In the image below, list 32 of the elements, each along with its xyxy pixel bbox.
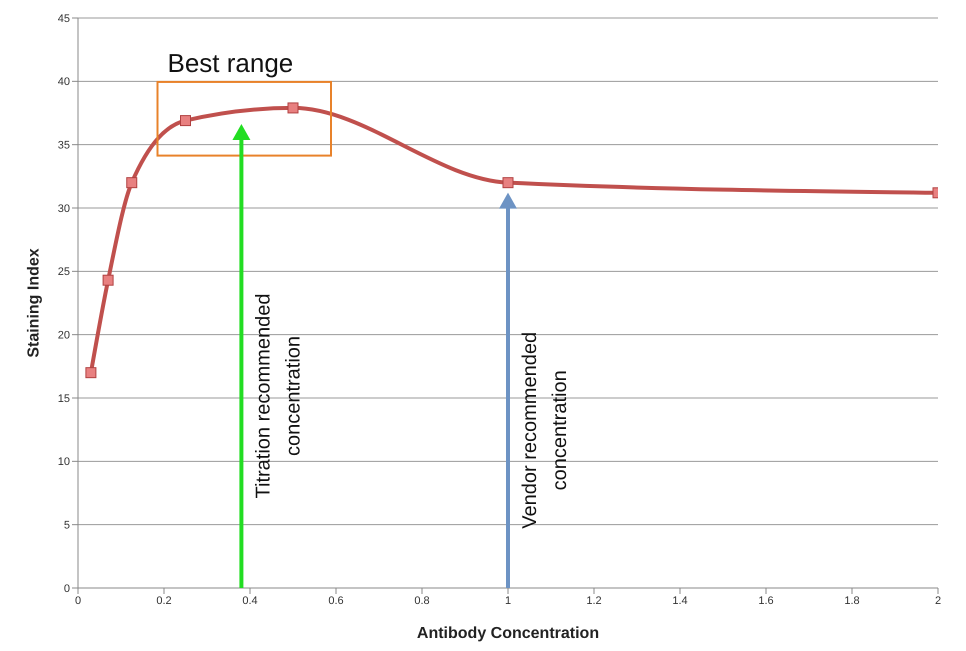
- point: [126, 177, 138, 188]
- y-tick-label: 35: [58, 140, 70, 152]
- x-tick-label: 1: [504, 594, 512, 607]
- point: [102, 274, 114, 286]
- point: [288, 102, 298, 114]
- ref-line-label: Titration recommended concentration: [252, 294, 304, 498]
- x-tick-label: 0.6: [328, 594, 344, 607]
- x-tick-label: 1.4: [672, 594, 688, 607]
- x-axis-title: Antibody Concentration: [416, 625, 600, 642]
- x-tick-label: 0.8: [414, 594, 430, 607]
- y-axis-title: Staining Index: [26, 248, 43, 358]
- x-tick-label: 2: [934, 594, 942, 607]
- y-tick-label: 20: [58, 330, 70, 342]
- y-tick-label: 10: [58, 456, 70, 468]
- point: [180, 115, 191, 126]
- point: [85, 367, 96, 378]
- x-tick-label: 0.4: [242, 594, 258, 607]
- x-tick-label: 1.2: [586, 594, 602, 607]
- x-tick-label: 0.2: [156, 594, 172, 607]
- annotation: Best range: [168, 48, 294, 78]
- y-tick-label: 0: [64, 582, 70, 595]
- y-tick-label: 25: [58, 266, 70, 278]
- y-tick-label: 15: [58, 392, 70, 405]
- y-tick-label: 40: [58, 76, 70, 88]
- y-tick-label: 5: [64, 520, 70, 532]
- x-tick-label: 0: [74, 594, 82, 607]
- ref-line-label: Vendor recommended concentration: [519, 332, 571, 529]
- x-tick-label: 1.6: [758, 594, 774, 607]
- point: [502, 177, 514, 188]
- y-tick-label: 45: [58, 12, 70, 25]
- x-tick-label: 1.8: [844, 594, 860, 607]
- y-tick-label: 30: [58, 202, 70, 215]
